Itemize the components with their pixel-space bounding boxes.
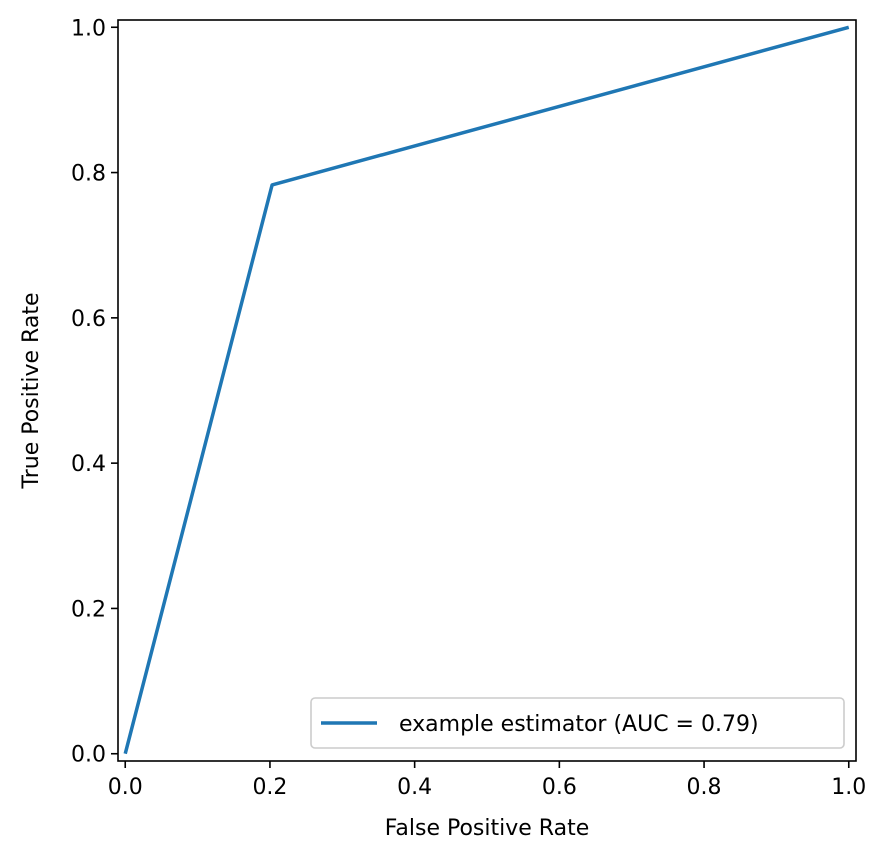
y-axis-label: True Positive Rate	[19, 293, 44, 490]
y-tick-label: 0.8	[71, 162, 106, 187]
x-tick-label: 0.4	[397, 775, 432, 800]
y-tick-label: 1.0	[71, 16, 106, 41]
x-tick-label: 0.0	[108, 775, 143, 800]
data-layer	[123, 25, 850, 755]
legend-entry-label: example estimator (AUC = 0.79)	[399, 712, 759, 737]
series-line-0	[123, 25, 850, 755]
legend: example estimator (AUC = 0.79)	[310, 697, 845, 749]
x-axis-ticks: 0.0 0.2 0.4 0.6 0.8 1.0	[108, 761, 866, 800]
x-tick-label: 0.2	[252, 775, 287, 800]
x-tick-label: 0.6	[542, 775, 577, 800]
y-tick-label: 0.0	[71, 743, 106, 768]
y-tick-label: 0.4	[71, 452, 106, 477]
legend-box	[310, 697, 845, 749]
x-axis-label: False Positive Rate	[385, 816, 589, 841]
plot-frame	[117, 19, 857, 762]
x-tick-label: 1.0	[831, 775, 866, 800]
x-tick-label: 0.8	[687, 775, 722, 800]
y-tick-label: 0.2	[71, 597, 106, 622]
y-tick-label: 0.6	[71, 307, 106, 332]
y-axis-ticks: 0.0 0.2 0.4 0.6 0.8 1.0	[71, 16, 118, 768]
